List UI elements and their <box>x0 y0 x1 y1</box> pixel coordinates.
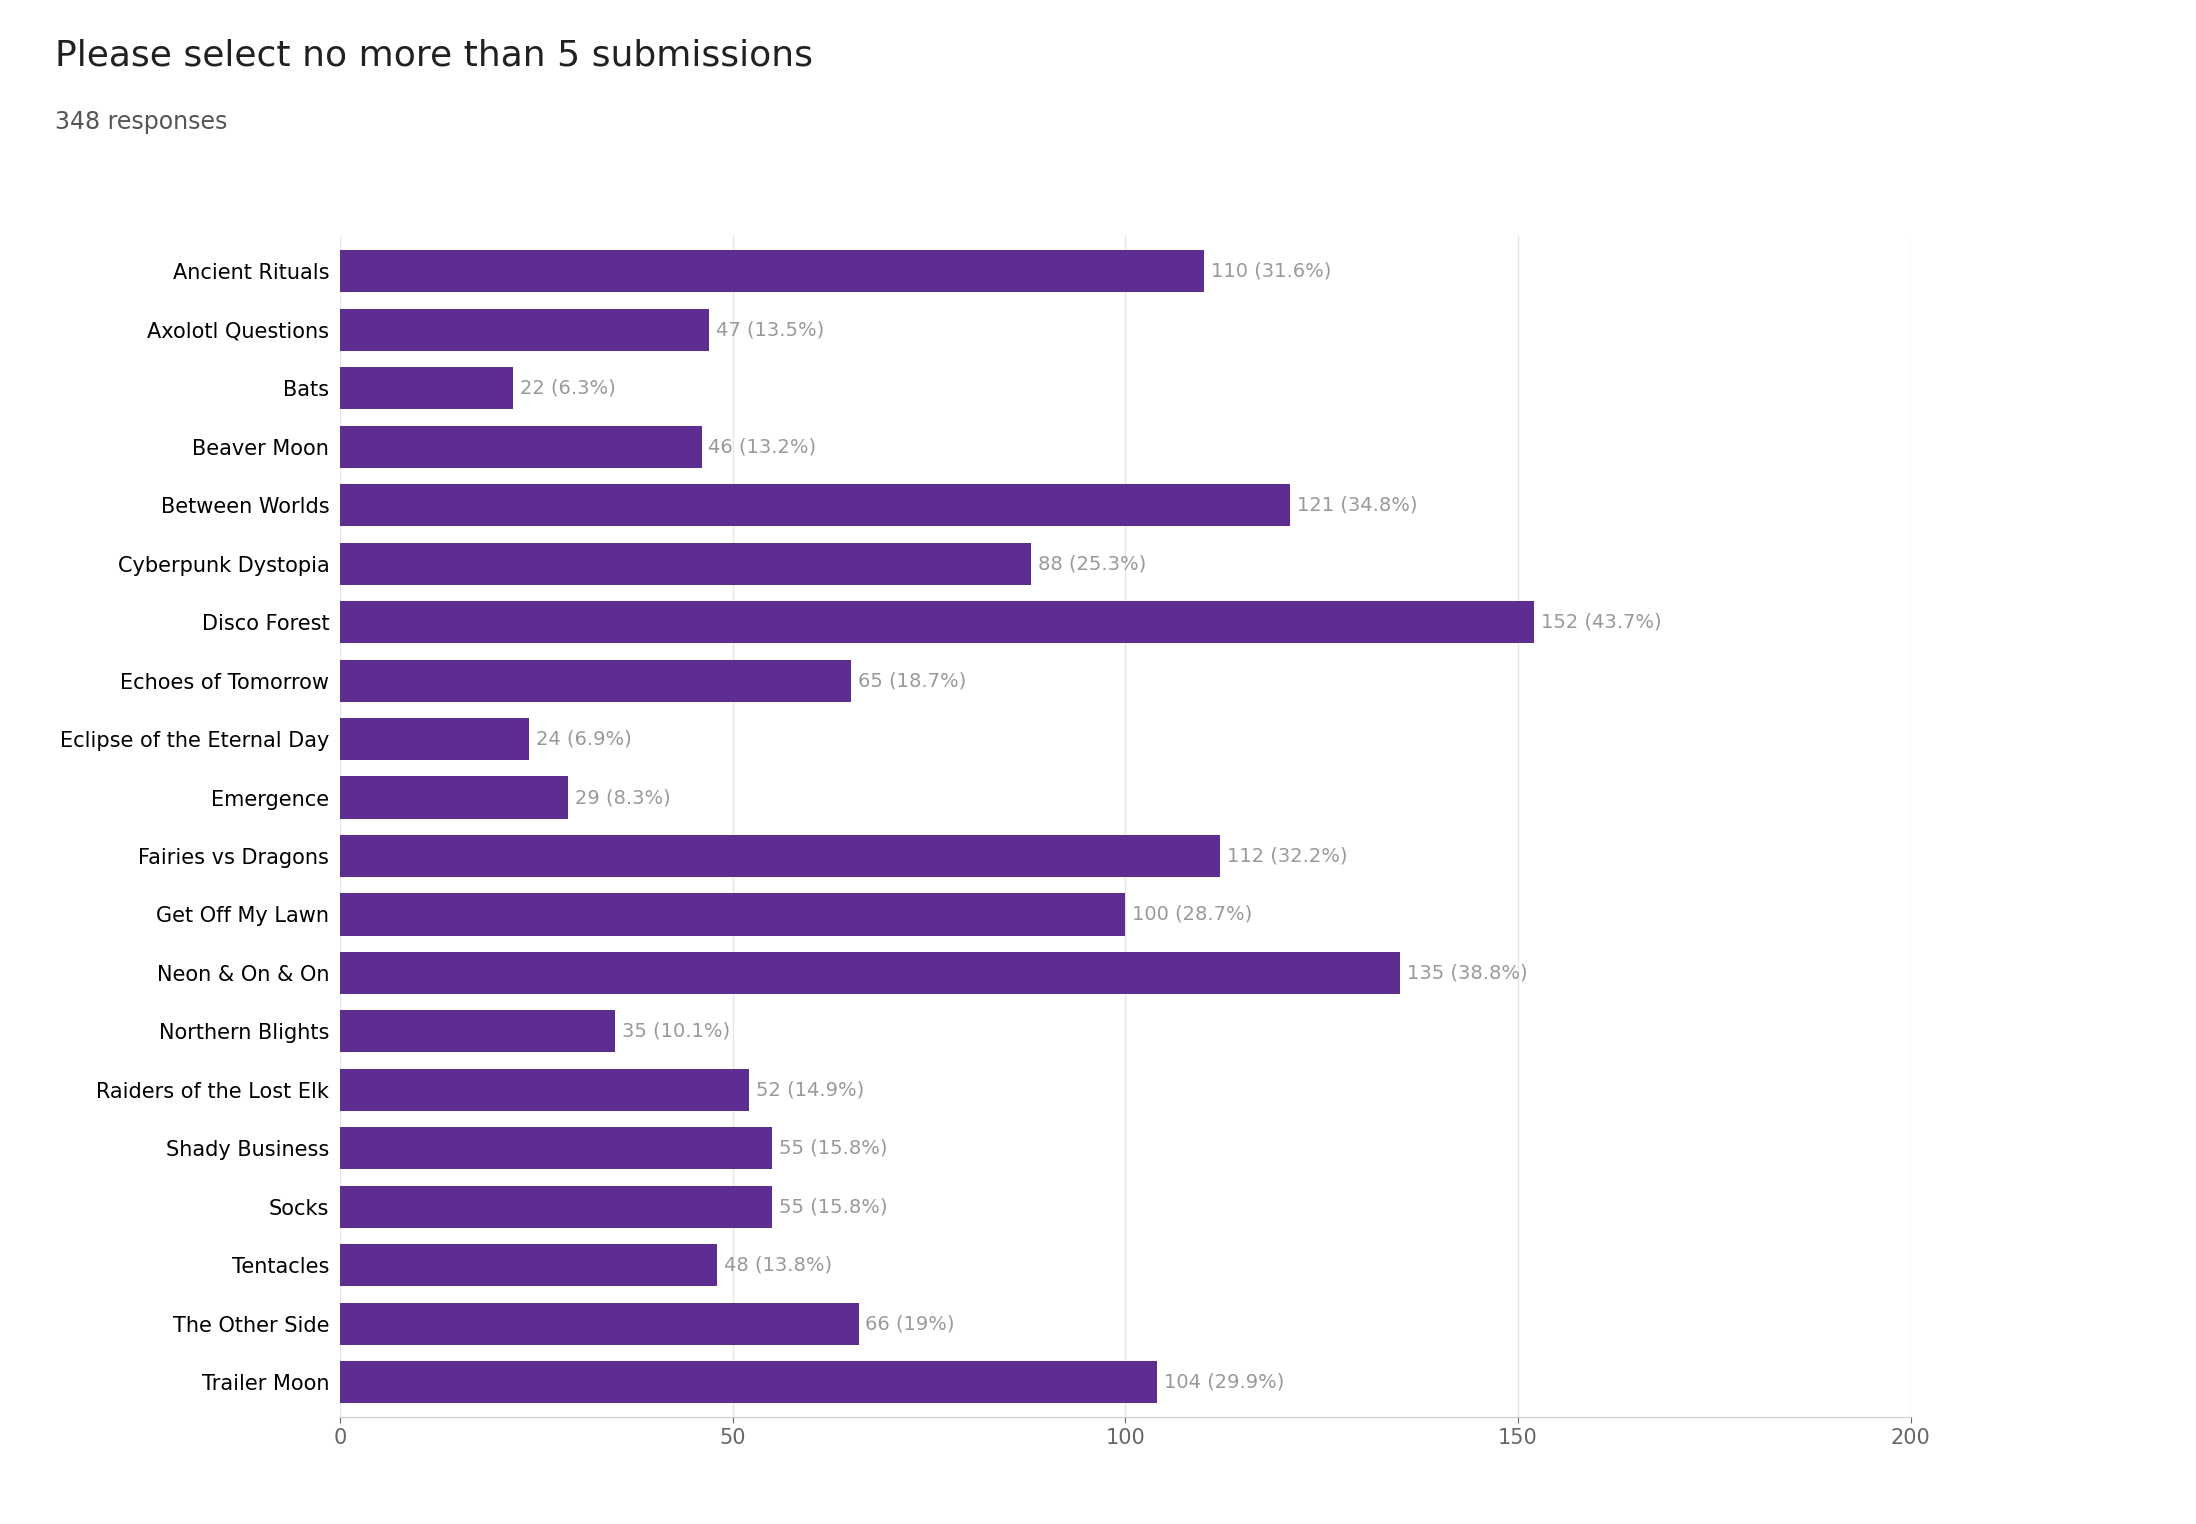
Bar <box>340 835 1219 876</box>
Bar <box>340 250 1203 293</box>
Text: 112 (32.2%): 112 (32.2%) <box>1228 846 1346 866</box>
Text: 135 (38.8%): 135 (38.8%) <box>1408 963 1528 983</box>
Bar <box>340 777 569 818</box>
Text: 47 (13.5%): 47 (13.5%) <box>716 320 824 340</box>
Text: 46 (13.2%): 46 (13.2%) <box>709 437 817 456</box>
Bar <box>340 425 701 468</box>
Bar <box>340 1010 615 1053</box>
Text: 22 (6.3%): 22 (6.3%) <box>520 379 615 398</box>
Bar <box>340 660 850 701</box>
Text: 152 (43.7%): 152 (43.7%) <box>1542 613 1660 631</box>
Bar <box>340 543 1032 585</box>
Text: 55 (15.8%): 55 (15.8%) <box>780 1198 887 1216</box>
Text: 104 (29.9%): 104 (29.9%) <box>1164 1373 1285 1391</box>
Text: 121 (34.8%): 121 (34.8%) <box>1298 495 1419 515</box>
Text: 29 (8.3%): 29 (8.3%) <box>575 788 670 808</box>
Bar <box>340 893 1124 936</box>
Bar <box>340 1186 773 1228</box>
Text: 348 responses: 348 responses <box>55 110 226 134</box>
Text: 55 (15.8%): 55 (15.8%) <box>780 1138 887 1158</box>
Bar <box>340 1128 773 1169</box>
Text: 66 (19%): 66 (19%) <box>865 1314 955 1334</box>
Bar <box>340 1361 1157 1404</box>
Bar <box>340 952 1401 994</box>
Text: 52 (14.9%): 52 (14.9%) <box>755 1081 863 1099</box>
Bar <box>340 309 709 351</box>
Text: 88 (25.3%): 88 (25.3%) <box>1039 555 1146 573</box>
Text: 24 (6.9%): 24 (6.9%) <box>536 730 632 748</box>
Bar <box>340 1068 749 1111</box>
Bar <box>340 1303 859 1344</box>
Bar <box>340 1244 718 1286</box>
Bar <box>340 485 1291 526</box>
Text: 110 (31.6%): 110 (31.6%) <box>1210 262 1331 280</box>
Bar <box>340 600 1533 643</box>
Text: 65 (18.7%): 65 (18.7%) <box>859 671 966 690</box>
Text: 48 (13.8%): 48 (13.8%) <box>725 1256 832 1274</box>
Bar <box>340 718 529 760</box>
Bar <box>340 367 514 410</box>
Text: 100 (28.7%): 100 (28.7%) <box>1133 905 1252 924</box>
Text: 35 (10.1%): 35 (10.1%) <box>621 1023 731 1041</box>
Text: Please select no more than 5 submissions: Please select no more than 5 submissions <box>55 38 813 72</box>
